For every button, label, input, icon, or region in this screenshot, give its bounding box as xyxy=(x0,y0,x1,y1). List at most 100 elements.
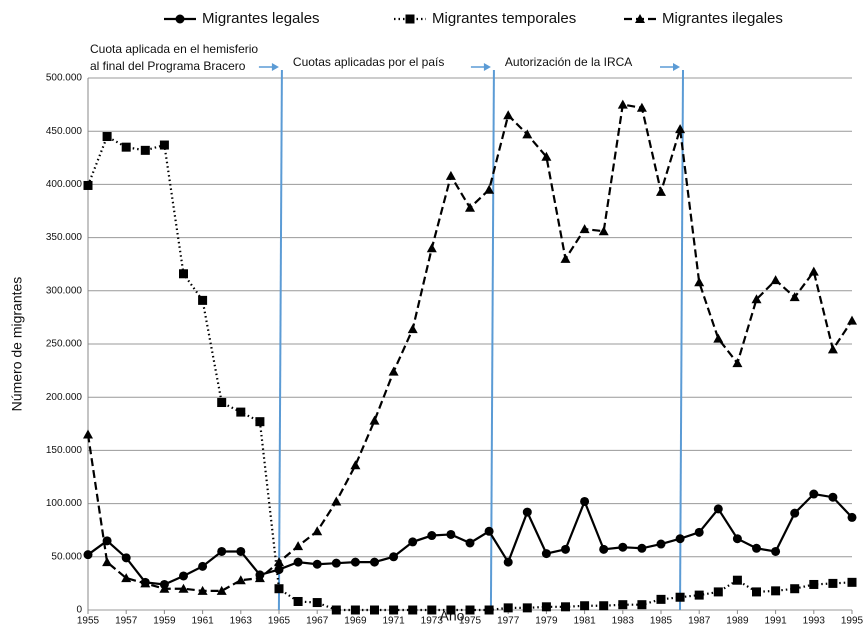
data-point xyxy=(121,142,131,152)
data-point xyxy=(579,224,590,234)
data-point xyxy=(752,587,761,597)
data-point xyxy=(617,99,628,109)
data-point xyxy=(388,366,399,376)
annotation-text: Autorización de la IRCA xyxy=(505,55,632,69)
data-point xyxy=(102,132,112,142)
data-point xyxy=(178,583,189,593)
data-point xyxy=(331,496,342,506)
data-point xyxy=(618,542,628,552)
data-point xyxy=(503,110,514,120)
data-point xyxy=(179,571,188,581)
data-point xyxy=(312,559,322,569)
y-tick-label: 50.000 xyxy=(51,551,82,562)
data-point xyxy=(140,145,150,155)
data-point xyxy=(618,600,628,610)
y-tick-label: 0 xyxy=(76,605,82,616)
data-point xyxy=(847,512,857,522)
data-point xyxy=(465,605,475,615)
data-point xyxy=(522,603,532,613)
data-point xyxy=(408,537,418,547)
arrow-head xyxy=(483,63,491,71)
data-point xyxy=(694,527,704,537)
data-point xyxy=(598,226,609,236)
data-point xyxy=(198,561,208,571)
data-point xyxy=(83,550,93,560)
data-point xyxy=(121,573,132,583)
data-point xyxy=(694,277,705,287)
data-point xyxy=(216,585,227,595)
data-point xyxy=(561,544,570,554)
data-point xyxy=(179,269,188,279)
data-point xyxy=(580,496,590,506)
data-point xyxy=(541,549,551,559)
y-tick-label: 300.000 xyxy=(46,285,83,296)
legend-marker xyxy=(635,14,645,23)
data-point xyxy=(790,508,800,518)
y-tick-label: 150.000 xyxy=(46,445,83,456)
y-tick-label: 100.000 xyxy=(46,498,83,509)
data-point xyxy=(236,546,246,556)
data-point xyxy=(771,586,781,596)
data-point xyxy=(407,324,418,334)
annotation-text: Cuotas aplicadas por el país xyxy=(293,55,444,69)
data-point xyxy=(350,557,360,567)
data-point xyxy=(350,605,360,615)
data-point xyxy=(484,526,494,536)
data-point xyxy=(331,605,341,615)
data-point xyxy=(312,598,322,608)
data-point xyxy=(427,531,437,541)
data-point xyxy=(389,605,399,615)
series-line xyxy=(86,103,853,592)
data-point xyxy=(847,315,857,325)
data-point xyxy=(847,577,857,587)
x-tick-label: 1973 xyxy=(421,616,444,625)
data-point xyxy=(732,534,742,544)
data-point xyxy=(465,538,475,548)
data-point xyxy=(809,489,819,499)
x-tick-label: 1965 xyxy=(268,616,291,625)
data-point xyxy=(121,553,131,563)
data-point xyxy=(159,583,170,593)
data-point xyxy=(389,552,399,562)
data-point xyxy=(331,558,341,568)
data-point xyxy=(370,605,379,615)
x-tick-label: 1963 xyxy=(230,616,253,625)
annotation-line xyxy=(489,69,495,611)
data-point xyxy=(235,575,246,585)
data-point xyxy=(713,587,723,597)
data-point xyxy=(675,124,686,134)
data-point xyxy=(293,557,303,567)
data-point xyxy=(637,600,647,610)
data-point xyxy=(809,579,819,589)
legend-label: Migrantes temporales xyxy=(432,10,576,27)
data-point xyxy=(255,417,265,427)
data-point xyxy=(140,578,151,588)
arrow-head xyxy=(673,63,681,71)
data-point xyxy=(789,292,800,302)
data-point xyxy=(426,243,437,253)
x-tick-label: 1975 xyxy=(459,616,482,625)
data-point xyxy=(790,584,800,594)
data-point xyxy=(350,460,361,470)
data-point xyxy=(713,504,723,514)
data-point xyxy=(293,596,303,606)
x-tick-label: 1981 xyxy=(573,616,596,625)
y-tick-label: 450.000 xyxy=(46,126,83,137)
data-point xyxy=(83,429,93,439)
data-point xyxy=(445,170,456,180)
data-point xyxy=(541,602,551,612)
data-point xyxy=(159,140,169,150)
data-point xyxy=(102,557,113,567)
data-point xyxy=(752,543,761,553)
y-tick-label: 250.000 xyxy=(46,339,83,350)
legend-marker xyxy=(175,14,185,24)
x-tick-label: 1995 xyxy=(841,616,864,625)
x-tick-label: 1983 xyxy=(612,616,635,625)
legend-label: Migrantes ilegales xyxy=(662,10,783,27)
x-tick-label: 1979 xyxy=(535,616,558,625)
data-point xyxy=(828,492,838,502)
data-point xyxy=(770,275,781,285)
y-tick-label: 350.000 xyxy=(46,232,83,243)
x-tick-label: 1959 xyxy=(153,616,176,625)
data-point xyxy=(446,605,456,615)
